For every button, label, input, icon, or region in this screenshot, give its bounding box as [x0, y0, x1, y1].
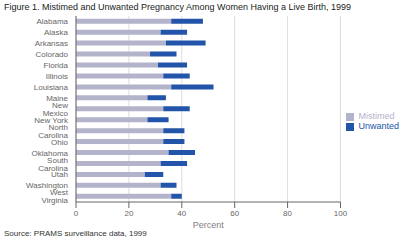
svg-text:Percent: Percent: [193, 220, 225, 228]
svg-text:Arkansas: Arkansas: [35, 39, 68, 48]
svg-text:Colorado: Colorado: [36, 50, 69, 59]
svg-text:60: 60: [230, 209, 239, 218]
svg-text:Alabama: Alabama: [36, 17, 68, 26]
svg-text:WestVirginia: WestVirginia: [41, 188, 68, 205]
svg-text:Illinois: Illinois: [46, 72, 68, 81]
svg-text:Ohio: Ohio: [51, 138, 68, 147]
svg-text:100: 100: [334, 209, 348, 218]
svg-text:0: 0: [74, 209, 79, 218]
svg-text:20: 20: [124, 209, 133, 218]
svg-text:80: 80: [283, 209, 292, 218]
svg-text:Alaska: Alaska: [44, 28, 69, 37]
svg-text:Louisiana: Louisiana: [34, 83, 69, 92]
svg-text:40: 40: [177, 209, 186, 218]
svg-text:Florida: Florida: [44, 61, 69, 70]
svg-text:Utah: Utah: [51, 170, 68, 179]
